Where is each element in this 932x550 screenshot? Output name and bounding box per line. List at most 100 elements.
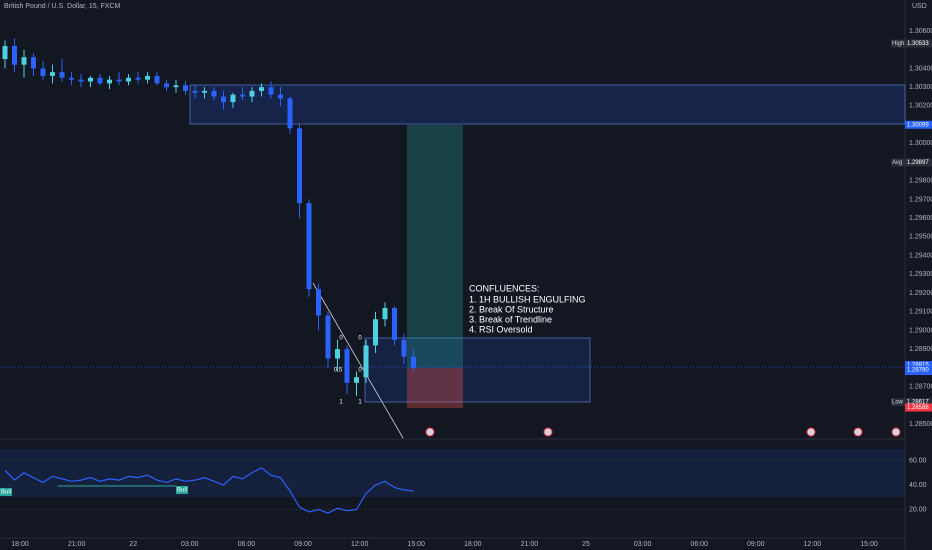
candle-body [88, 77, 93, 82]
signal-label: Bull [177, 488, 187, 494]
candle-body [183, 85, 188, 91]
price-label-box [905, 120, 932, 129]
price-tick-label: 1.30400 [909, 65, 932, 72]
rsi-band [0, 449, 905, 497]
candle-body [173, 85, 179, 88]
candle-body [411, 356, 416, 368]
time-label: 18:00 [464, 541, 482, 548]
time-label: 09:00 [294, 541, 312, 548]
price-label-box [905, 158, 932, 167]
candle-body [325, 315, 331, 359]
annotation-line: 4. RSI Oversold [469, 324, 533, 334]
price-tick-label: 1.29200 [909, 290, 932, 297]
price-tick-label: 1.29100 [909, 309, 932, 316]
time-label: 15:00 [860, 541, 878, 548]
demand-zone [364, 337, 591, 403]
candle-body [97, 77, 103, 84]
candle-body [221, 96, 226, 103]
rsi-tick-label: 40.00 [909, 482, 927, 489]
candle-body [59, 72, 65, 78]
signal-box [0, 488, 12, 496]
candle-body [392, 307, 397, 340]
candle-body [306, 203, 312, 290]
price-tag: High [892, 41, 904, 47]
price-tag: Avg [892, 160, 902, 166]
stop-zone [407, 368, 463, 408]
annotation-line: 2. Break Of Structure [469, 304, 554, 314]
signal-box [176, 486, 188, 494]
price-label: 1.30099 [907, 122, 929, 128]
candle-body [145, 75, 150, 80]
price-tick-label: 1.30200 [909, 103, 932, 110]
time-label: 18:00 [11, 541, 29, 548]
price-label: 1.28588 [907, 405, 929, 411]
rsi-line [4, 467, 414, 514]
candle-body [192, 90, 198, 93]
price-tick-label: 1.28500 [909, 421, 932, 428]
rsi-tick-label: 20.00 [909, 506, 927, 513]
candle-body [249, 90, 255, 97]
candle-body [126, 77, 131, 82]
price-tick-label: 1.29400 [909, 252, 932, 259]
candle-body [135, 77, 141, 80]
supply-zone [189, 84, 906, 125]
time-label: 25 [582, 541, 590, 548]
price-label: 1.30533 [907, 41, 929, 47]
price-label-box [905, 398, 932, 407]
candle-body [78, 79, 84, 82]
price-tick-label: 1.29600 [909, 215, 932, 222]
candle-body [373, 319, 378, 346]
price-tick-label: 1.30600 [909, 28, 932, 35]
candle-body [164, 83, 169, 88]
price-tick-label: 1.30300 [909, 84, 932, 91]
candle-body [31, 57, 36, 69]
time-label: 06:00 [690, 541, 708, 548]
candle-body [116, 79, 122, 82]
fib-label: 0.5 [334, 368, 343, 374]
fib-label: 0 [339, 336, 343, 342]
candle-body [202, 90, 207, 93]
price-tick-label: 1.28900 [909, 346, 932, 353]
price-tick-label: 1.29300 [909, 271, 932, 278]
candle-body [363, 345, 369, 378]
annotation-line: 1. 1H BULLISH ENGULFING [469, 294, 586, 304]
rsi-tick-label: 60.00 [909, 457, 927, 464]
signal-label: Bull [1, 490, 11, 496]
price-label-box [905, 39, 932, 48]
time-label: 12:00 [804, 541, 822, 548]
candle-body [21, 57, 27, 65]
price-label: 1.29897 [907, 160, 929, 166]
price-tick-label: 1.30000 [909, 140, 932, 147]
price-tick-label: 1.28700 [909, 383, 932, 390]
candle-body [344, 349, 350, 383]
price-tick-label: 1.29000 [909, 327, 932, 334]
candle-body [335, 349, 340, 359]
time-label: 15:00 [407, 541, 425, 548]
price-tag-box [891, 398, 905, 407]
candle-body [211, 90, 217, 97]
candle-body [268, 87, 274, 95]
candle-body [401, 339, 407, 357]
fib-label: 0 [358, 368, 362, 374]
event-icon [891, 427, 901, 437]
price-label: 1.28790 [907, 367, 929, 373]
candle-body [154, 75, 160, 84]
price-label: 1.28815 [907, 363, 929, 369]
event-icon [853, 427, 863, 437]
time-label: 06:00 [238, 541, 256, 548]
candle-body [278, 94, 283, 99]
price-label-box [905, 403, 932, 412]
candle-body [230, 94, 236, 103]
candle-body [287, 98, 293, 129]
candle-body [354, 377, 359, 383]
price-tick-label: 1.29700 [909, 196, 932, 203]
candle-body [240, 94, 245, 97]
candle-body [40, 68, 46, 76]
price-tag-box [891, 158, 905, 167]
event-icon [543, 427, 553, 437]
time-label: 09:00 [747, 541, 765, 548]
candle-body [259, 87, 264, 91]
fib-label: 0 [358, 336, 362, 342]
